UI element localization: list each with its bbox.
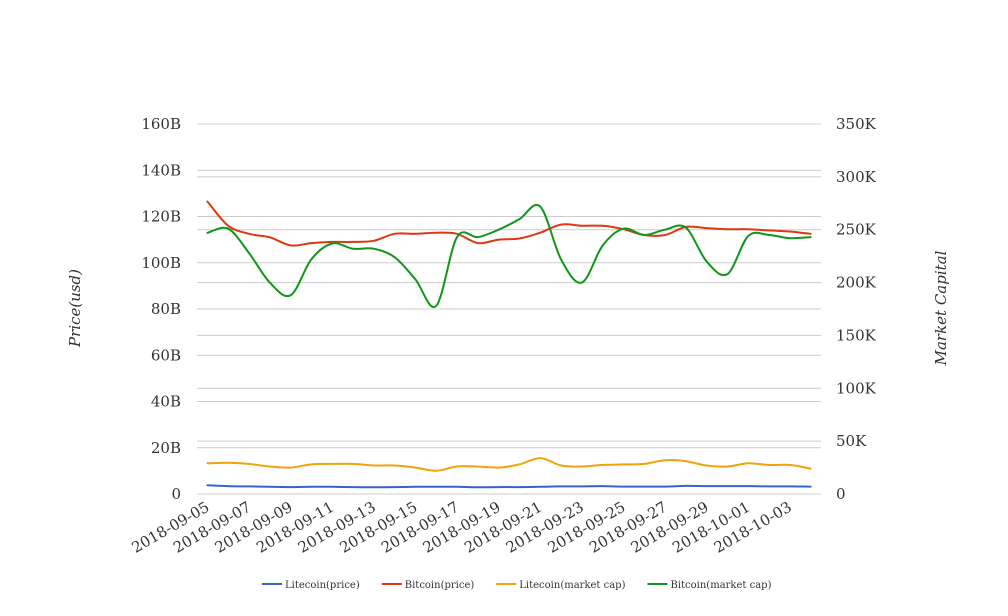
series-line-litecoin-market-cap xyxy=(206,457,812,472)
left-tick-label: 80B xyxy=(151,300,181,318)
right-gridlines xyxy=(197,123,821,495)
series-line-litecoin-price xyxy=(206,484,812,489)
series-layer xyxy=(206,200,812,489)
left-axis-title: Price(usd) xyxy=(66,269,84,348)
right-tick-label: 350K xyxy=(836,115,877,133)
left-tick-label: 120B xyxy=(141,208,181,226)
left-tick-label: 160B xyxy=(141,115,181,133)
right-axis-title: Market Capital xyxy=(932,250,950,366)
legend-label: Litecoin(price) xyxy=(285,580,360,591)
legend-label: Bitcoin(market cap) xyxy=(670,580,771,591)
right-tick-label: 50K xyxy=(836,432,867,450)
left-tick-label: 100B xyxy=(141,254,181,272)
series-line-bitcoin-market-cap xyxy=(206,203,812,309)
right-tick-label: 0 xyxy=(836,485,846,503)
right-tick-label: 150K xyxy=(836,326,877,344)
right-tick-label: 300K xyxy=(836,168,877,186)
left-tick-label: 40B xyxy=(151,393,181,411)
left-tick-label: 20B xyxy=(151,439,181,457)
left-axis-ticks: 0 20B 40B 60B 80B 100B 120B 140B 160B xyxy=(141,115,181,503)
legend: Litecoin(price) Bitcoin(price) Litecoin(ma… xyxy=(262,580,772,591)
series-line-bitcoin-price xyxy=(206,200,812,247)
left-tick-label: 140B xyxy=(141,161,181,179)
legend-label: Litecoin(market cap) xyxy=(519,580,625,591)
right-tick-label: 250K xyxy=(836,221,877,239)
left-tick-label: 0 xyxy=(171,485,181,503)
right-axis-ticks: 0 50K 100K 150K 200K 250K 300K 350K xyxy=(836,115,877,503)
right-tick-label: 200K xyxy=(836,274,877,292)
right-tick-label: 100K xyxy=(836,379,877,397)
left-gridlines xyxy=(197,123,821,495)
left-tick-label: 60B xyxy=(151,346,181,364)
x-axis-ticks: 2018-09-052018-09-072018-09-092018-09-11… xyxy=(129,498,795,557)
legend-label: Bitcoin(price) xyxy=(405,580,475,591)
